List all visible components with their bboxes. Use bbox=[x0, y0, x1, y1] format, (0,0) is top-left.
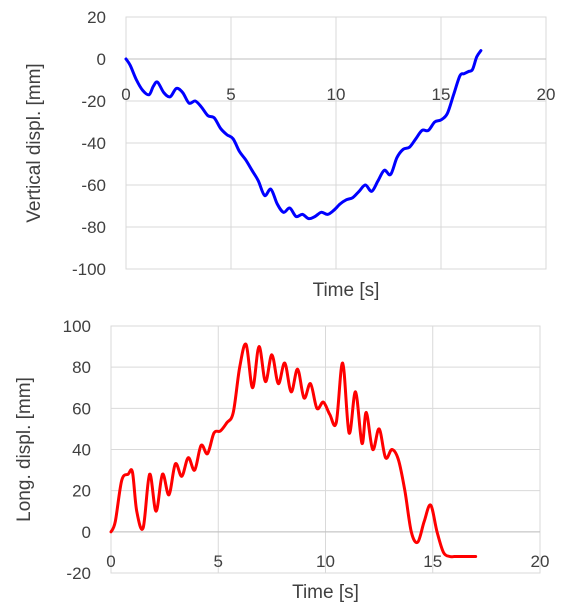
x-tick-label: 5 bbox=[214, 552, 223, 571]
x-tick-label: 15 bbox=[432, 85, 451, 104]
y-tick-label: 0 bbox=[82, 523, 91, 542]
y-tick-label: -60 bbox=[81, 176, 106, 195]
x-axis-title: Time [s] bbox=[313, 280, 380, 301]
x-tick-label: 0 bbox=[121, 85, 130, 104]
plot-frame bbox=[125, 16, 547, 270]
series-line bbox=[109, 342, 478, 559]
x-tick-label: 15 bbox=[423, 552, 442, 571]
y-axis-title: Long. displ. [mm] bbox=[14, 377, 35, 522]
longitudinal-displacement-chart: 100 80 60 40 20 0 -20 0 5 10 15 20 Time [s] Long. dis… bbox=[14, 317, 549, 603]
y-tick-label: 20 bbox=[87, 8, 106, 27]
x-tick-label: 0 bbox=[106, 552, 115, 571]
y-tick-label: -20 bbox=[66, 564, 91, 583]
vertical-displacement-chart: 20 0 -20 -40 -60 -80 -100 0 5 10 15 20 Time [s] Verti… bbox=[24, 8, 555, 301]
y-tick-label: 100 bbox=[63, 317, 91, 336]
x-tick-label: 20 bbox=[531, 552, 550, 571]
y-tick-label: -100 bbox=[72, 260, 106, 279]
series-line bbox=[124, 49, 483, 221]
x-tick-label: 20 bbox=[537, 85, 556, 104]
y-tick-label: 0 bbox=[97, 50, 106, 69]
plot-frame bbox=[110, 325, 541, 574]
y-tick-label: 80 bbox=[72, 358, 91, 377]
x-tick-label: 10 bbox=[316, 552, 335, 571]
y-tick-label: -20 bbox=[81, 92, 106, 111]
y-tick-label: 20 bbox=[72, 482, 91, 501]
y-axis-title: Vertical displ. [mm] bbox=[24, 63, 45, 222]
y-tick-label: 60 bbox=[72, 399, 91, 418]
y-tick-label: -80 bbox=[81, 218, 106, 237]
y-tick-label: -40 bbox=[81, 134, 106, 153]
x-tick-label: 5 bbox=[226, 85, 235, 104]
y-tick-label: 40 bbox=[72, 441, 91, 460]
x-tick-label: 10 bbox=[327, 85, 346, 104]
x-axis-title: Time [s] bbox=[292, 582, 359, 603]
